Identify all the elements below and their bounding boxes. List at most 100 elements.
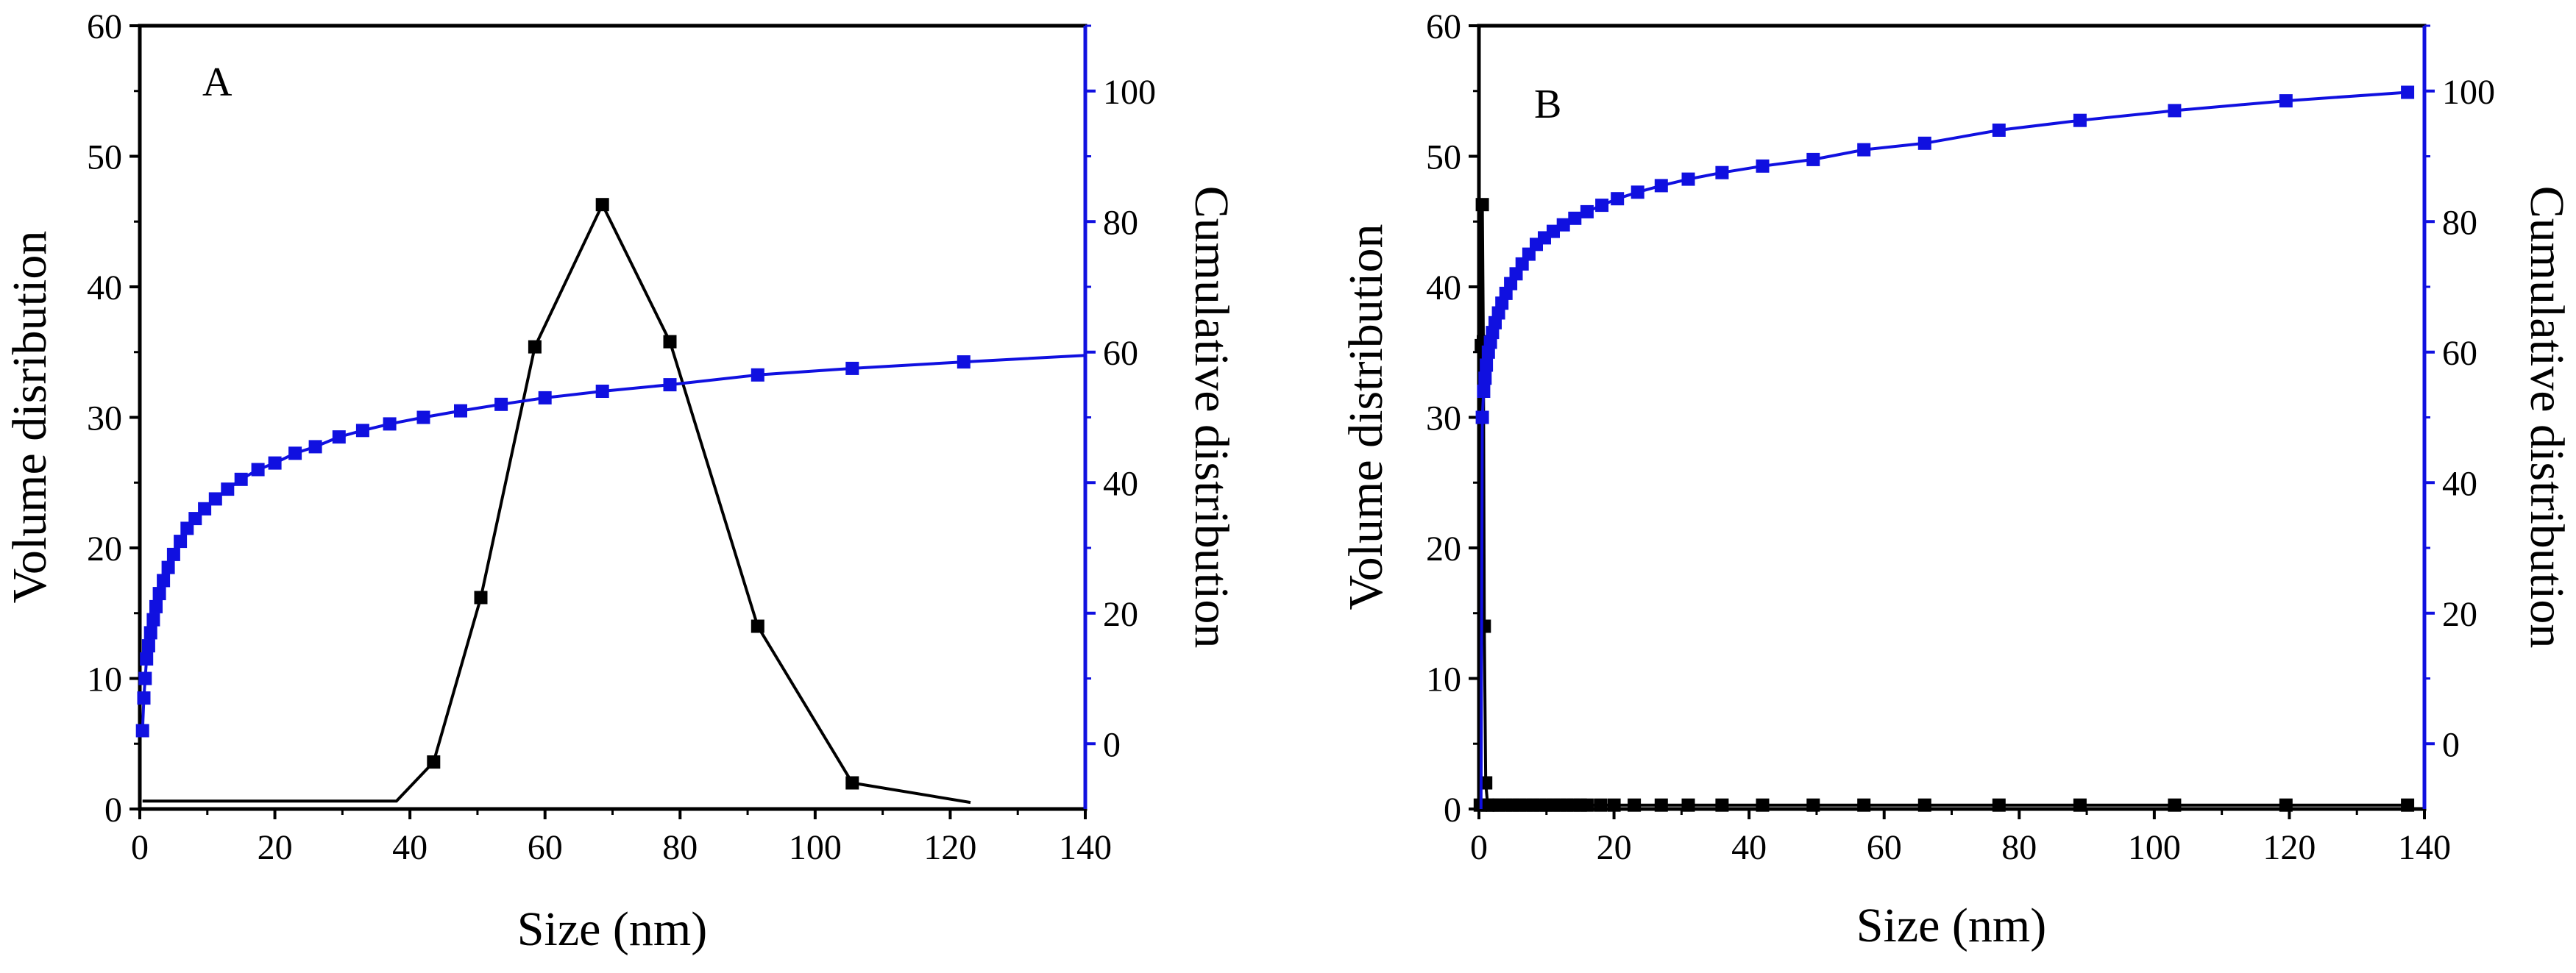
y2-tick-label-a-0: 0 (1103, 725, 1121, 764)
point-a-0-25 (595, 198, 609, 212)
point-a-1-6 (146, 613, 160, 627)
y-tick-label-a-5: 50 (87, 138, 122, 177)
point-b-0-25 (1654, 798, 1668, 812)
point-a-1-24 (355, 424, 369, 438)
point-a-1-30 (595, 385, 609, 398)
point-b-0-22 (1594, 798, 1608, 812)
point-a-1-0 (135, 724, 149, 738)
point-a-1-16 (208, 492, 222, 506)
point-a-1-20 (268, 456, 282, 470)
point-b-1-2 (1477, 385, 1491, 398)
point-a-1-12 (174, 535, 188, 549)
point-a-1-33 (845, 361, 859, 375)
point-b-1-31 (1917, 136, 1931, 150)
point-a-1-31 (663, 378, 677, 392)
y-tick-label-b-5: 50 (1426, 138, 1461, 177)
point-a-1-27 (454, 404, 467, 418)
x-tick-label-a-6: 120 (923, 828, 976, 867)
point-a-0-28 (845, 776, 859, 790)
y-tick-label-b-6: 60 (1426, 7, 1461, 46)
point-a-1-7 (149, 599, 163, 613)
point-b-1-1 (1475, 410, 1489, 424)
point-a-1-11 (166, 547, 180, 561)
point-a-1-9 (157, 574, 171, 588)
point-a-0-22 (427, 755, 441, 769)
point-a-1-10 (161, 560, 175, 574)
point-b-1-3 (1478, 371, 1492, 385)
point-a-1-34 (957, 355, 971, 369)
point-b-0-27 (1715, 798, 1729, 812)
point-b-1-21 (1580, 204, 1594, 218)
point-b-0-30 (1857, 798, 1871, 812)
y2-axis-label-b: Cumulative distribution (2520, 186, 2574, 649)
point-b-1-28 (1756, 159, 1770, 173)
panel-label-b: B (1534, 82, 1561, 127)
point-b-0-24 (1628, 798, 1642, 812)
y-tick-label-a-4: 40 (87, 268, 122, 307)
series-line-a-0 (142, 201, 971, 805)
y2-tick-label-a-1: 20 (1103, 595, 1138, 634)
point-b-0-32 (1992, 798, 2006, 812)
y-tick-label-b-4: 40 (1426, 268, 1461, 307)
point-a-1-8 (152, 587, 166, 601)
x-tick-label-a-1: 20 (258, 828, 293, 867)
point-a-1-2 (138, 671, 152, 685)
y-tick-label-b-3: 30 (1426, 399, 1461, 438)
point-b-1-26 (1681, 172, 1695, 186)
point-a-1-5 (143, 626, 157, 640)
x-tick-label-a-0: 0 (131, 828, 149, 867)
y-tick-label-a-1: 10 (87, 660, 122, 699)
point-a-0-23 (474, 591, 488, 605)
x-tick-label-a-5: 100 (789, 828, 842, 867)
y-tick-label-a-6: 60 (87, 7, 122, 46)
point-b-0-34 (2168, 798, 2182, 812)
point-a-0-27 (751, 619, 764, 633)
point-a-0-26 (663, 335, 677, 349)
series-layer-b (1473, 85, 2415, 812)
chart-panel-b: B Size (nm) Volume distribution Cumulati… (1339, 7, 2574, 952)
point-a-1-4 (141, 639, 155, 653)
point-b-0-21 (1580, 798, 1594, 812)
x-tick-label-a-2: 40 (392, 828, 427, 867)
point-b-0-26 (1681, 798, 1695, 812)
point-b-0-28 (1756, 798, 1770, 812)
point-a-1-21 (288, 446, 302, 460)
point-b-1-20 (1568, 211, 1582, 225)
axes-ticks-b: 0 20 40 60 80 100 120 140 0 10 20 30 40 50 60 0 20 40 60 80… (1426, 7, 2495, 867)
y2-tick-label-b-5: 100 (2442, 73, 2495, 112)
y-tick-label-a-0: 0 (104, 791, 122, 830)
y2-tick-label-b-3: 60 (2442, 334, 2477, 373)
point-a-1-15 (198, 502, 212, 516)
x-tick-label-a-3: 60 (528, 828, 563, 867)
x-axis-label-a: Size (nm) (517, 902, 707, 956)
point-a-1-26 (416, 410, 430, 424)
point-a-1-19 (251, 463, 265, 477)
point-a-1-22 (308, 440, 322, 454)
y2-tick-label-a-2: 40 (1103, 464, 1138, 503)
y2-tick-label-a-5: 100 (1103, 73, 1156, 112)
x-axis-label-b: Size (nm) (1856, 899, 2046, 952)
x-tick-label-b-5: 100 (2128, 828, 2181, 867)
point-b-1-34 (2168, 104, 2182, 118)
point-b-1-4 (1480, 358, 1494, 372)
point-a-0-24 (528, 340, 542, 354)
point-a-1-29 (538, 391, 552, 404)
point-b-1-18 (1547, 224, 1560, 238)
x-tick-label-b-7: 140 (2398, 828, 2451, 867)
y-tick-label-b-1: 10 (1426, 660, 1461, 699)
point-b-1-23 (1611, 192, 1625, 206)
x-tick-label-b-0: 0 (1470, 828, 1488, 867)
x-tick-label-b-4: 80 (2001, 828, 2037, 867)
point-a-1-28 (494, 397, 508, 411)
point-b-0-29 (1806, 798, 1820, 812)
series-layer-a (135, 198, 1086, 805)
point-b-1-33 (2073, 113, 2087, 127)
point-a-1-32 (751, 368, 764, 382)
point-b-1-22 (1595, 199, 1609, 213)
y-axis-label-b: Volume distribution (1339, 224, 1393, 610)
y2-tick-label-b-1: 20 (2442, 595, 2477, 634)
point-a-1-23 (332, 430, 346, 444)
panel-label-a: A (202, 60, 233, 105)
